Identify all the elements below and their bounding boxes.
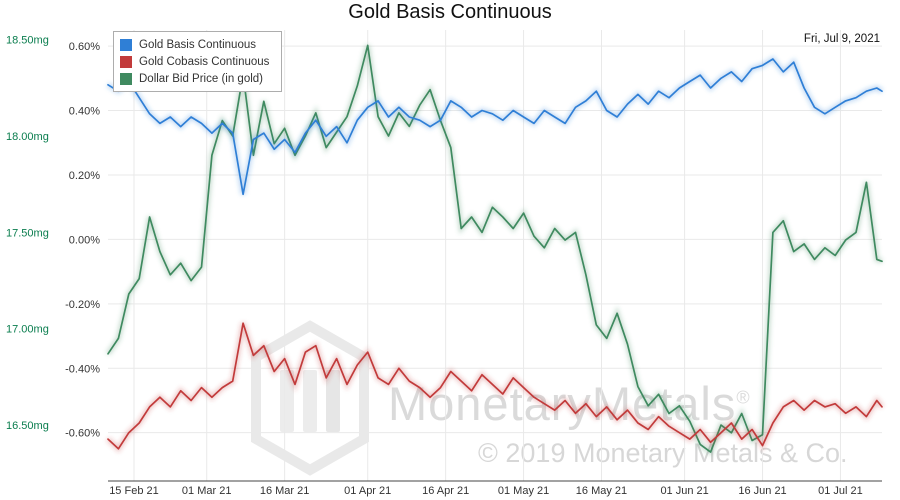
legend-label-gold-cobasis: Gold Cobasis Continuous <box>139 55 270 68</box>
axis-labels: 18.50mg 18.00mg 17.50mg 17.00mg 16.50mg 0.60%… <box>6 35 863 497</box>
x-axis-tick: 01 Mar 21 <box>182 485 232 497</box>
x-axis-tick: 16 Mar 21 <box>260 485 310 497</box>
legend-swatch-gold-cobasis <box>120 55 132 68</box>
y-axis-mg-tick: 18.50mg <box>6 35 49 47</box>
y-axis-pct-tick: 0.60% <box>69 41 100 53</box>
date-label: Fri, Jul 9, 2021 <box>803 33 880 45</box>
x-axis-tick: 16 May 21 <box>576 485 627 497</box>
y-axis-pct-tick: -0.40% <box>65 363 100 375</box>
legend-swatch-gold-basis <box>120 38 132 51</box>
y-axis-mg-tick: 17.00mg <box>6 324 49 336</box>
legend-swatch-dollar-bid-price <box>120 72 132 85</box>
legend-label-dollar-bid-price: Dollar Bid Price (in gold) <box>139 72 263 85</box>
y-axis-mg-tick: 17.50mg <box>6 227 49 239</box>
y-axis-pct-tick: -0.20% <box>65 299 100 311</box>
legend-item-gold-cobasis[interactable]: Gold Cobasis Continuous <box>120 53 269 70</box>
chart-title: Gold Basis Continuous <box>348 1 552 23</box>
x-axis-tick: 16 Jun 21 <box>738 485 786 497</box>
y-axis-pct-tick: 0.40% <box>69 106 100 118</box>
y-axis-pct-tick: 0.00% <box>69 234 100 246</box>
x-axis-tick: 16 Apr 21 <box>422 485 469 497</box>
x-axis-tick: 01 Jul 21 <box>818 485 863 497</box>
y-axis-pct-tick: 0.20% <box>69 170 100 182</box>
x-axis-tick: 01 Jun 21 <box>660 485 708 497</box>
legend: Gold Basis Continuous Gold Cobasis Conti… <box>113 31 283 92</box>
series-line-gold-basis-continuous <box>107 58 883 196</box>
watermark-copyright: © 2019 Monetary Metals & Co. <box>478 438 848 468</box>
legend-item-dollar-bid-price[interactable]: Dollar Bid Price (in gold) <box>120 70 269 87</box>
series-line-gold-cobasis-continuous <box>107 322 883 450</box>
x-axis-tick: 01 Apr 21 <box>344 485 391 497</box>
registered-mark-icon: ® <box>736 387 751 408</box>
legend-label-gold-basis: Gold Basis Continuous <box>139 38 256 51</box>
x-axis-tick: 15 Feb 21 <box>109 485 159 497</box>
y-axis-mg-tick: 18.00mg <box>6 131 49 143</box>
y-axis-mg-tick: 16.50mg <box>6 420 49 432</box>
y-axis-pct-tick: -0.60% <box>65 428 100 440</box>
x-axis-tick: 01 May 21 <box>498 485 549 497</box>
legend-item-gold-basis[interactable]: Gold Basis Continuous <box>120 36 269 53</box>
series-glow-dollar-bid-price-in-gold <box>105 44 883 457</box>
